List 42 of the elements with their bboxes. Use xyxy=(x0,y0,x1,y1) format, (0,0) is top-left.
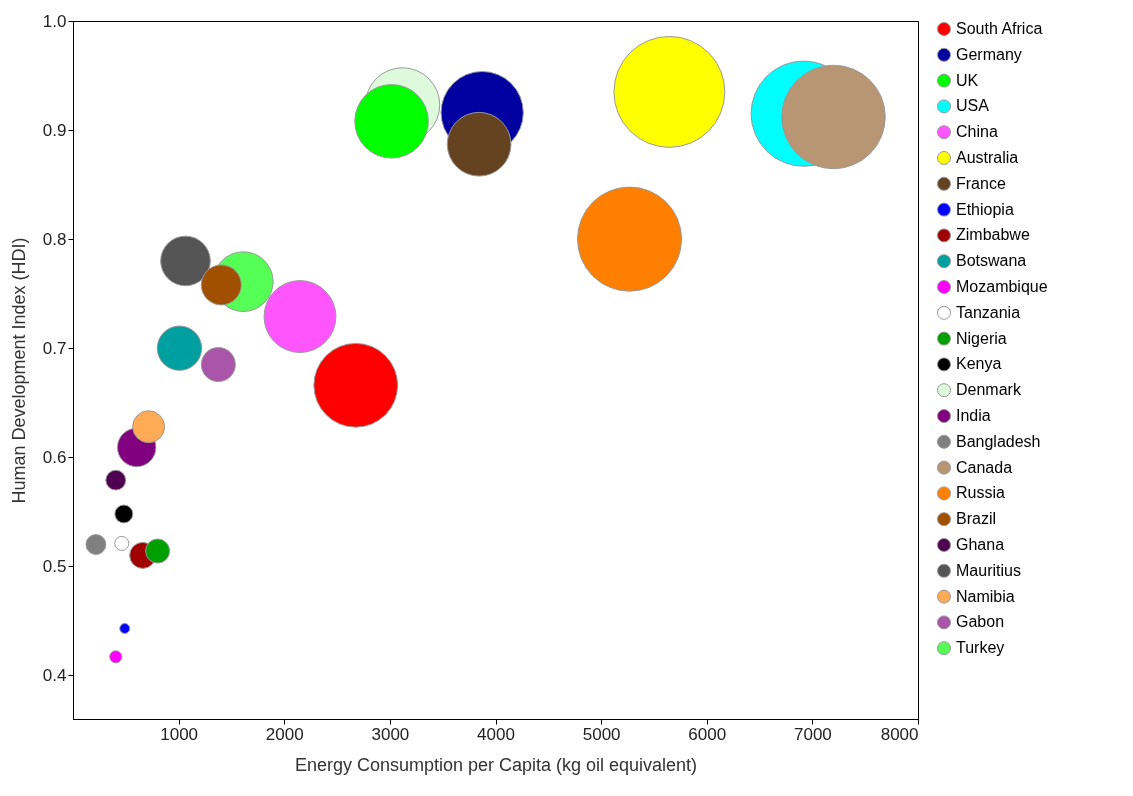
legend-label: South Africa xyxy=(956,20,1043,37)
x-tick-label: 6000 xyxy=(688,724,727,744)
x-tick-label: 3000 xyxy=(371,724,410,744)
legend-label: Nigeria xyxy=(956,329,1007,347)
legend-label: Ethiopia xyxy=(956,200,1014,218)
y-tick-label: 0.5 xyxy=(42,556,67,576)
legend-label: India xyxy=(956,407,991,424)
y-tick-label: 0.9 xyxy=(42,120,67,140)
legend-label: Canada xyxy=(956,458,1013,476)
x-tick-label: 4000 xyxy=(477,724,515,744)
legend-label: Turkey xyxy=(956,639,1005,657)
legend-label: Mozambique xyxy=(956,278,1048,295)
y-axis-title: Human Development Index (HDI) xyxy=(8,237,29,504)
x-tick-label: 8000 xyxy=(880,724,919,744)
legend-label: USA xyxy=(956,97,990,115)
y-tick-label: 0.4 xyxy=(42,665,67,685)
y-tick-label: 0.8 xyxy=(42,229,67,249)
x-axis-title: Energy Consumption per Capita (kg oil equivalent) xyxy=(294,754,698,775)
legend-label: Denmark xyxy=(956,381,1022,399)
legend-label: Botswana xyxy=(956,252,1027,270)
legend-label: Ghana xyxy=(956,536,1005,553)
legend-label: Namibia xyxy=(956,587,1015,605)
legend-label: Zimbabwe xyxy=(956,226,1030,244)
legend-label: Bangladesh xyxy=(956,432,1041,450)
y-tick-label: 0.6 xyxy=(42,447,67,467)
legend-label: Mauritius xyxy=(956,561,1021,579)
legend-label: Brazil xyxy=(956,510,997,528)
x-tick-label: 5000 xyxy=(582,724,621,744)
legend-label: Australia xyxy=(956,149,1019,166)
y-tick-label: 1.0 xyxy=(42,11,67,31)
legend-label: Gabon xyxy=(956,613,1005,631)
legend-label: Tanzania xyxy=(956,303,1021,321)
legend-label: UK xyxy=(956,71,979,89)
legend-label: Russia xyxy=(956,484,1006,502)
y-tick-label: 0.7 xyxy=(42,338,67,358)
legend-label: France xyxy=(956,174,1006,192)
legend-label: China xyxy=(956,123,998,141)
legend-label: Kenya xyxy=(956,355,1002,373)
x-tick-label: 7000 xyxy=(793,724,832,744)
legend-label: Germany xyxy=(956,45,1022,63)
x-tick-label: 2000 xyxy=(265,724,304,744)
x-tick-label: 1000 xyxy=(160,724,199,744)
